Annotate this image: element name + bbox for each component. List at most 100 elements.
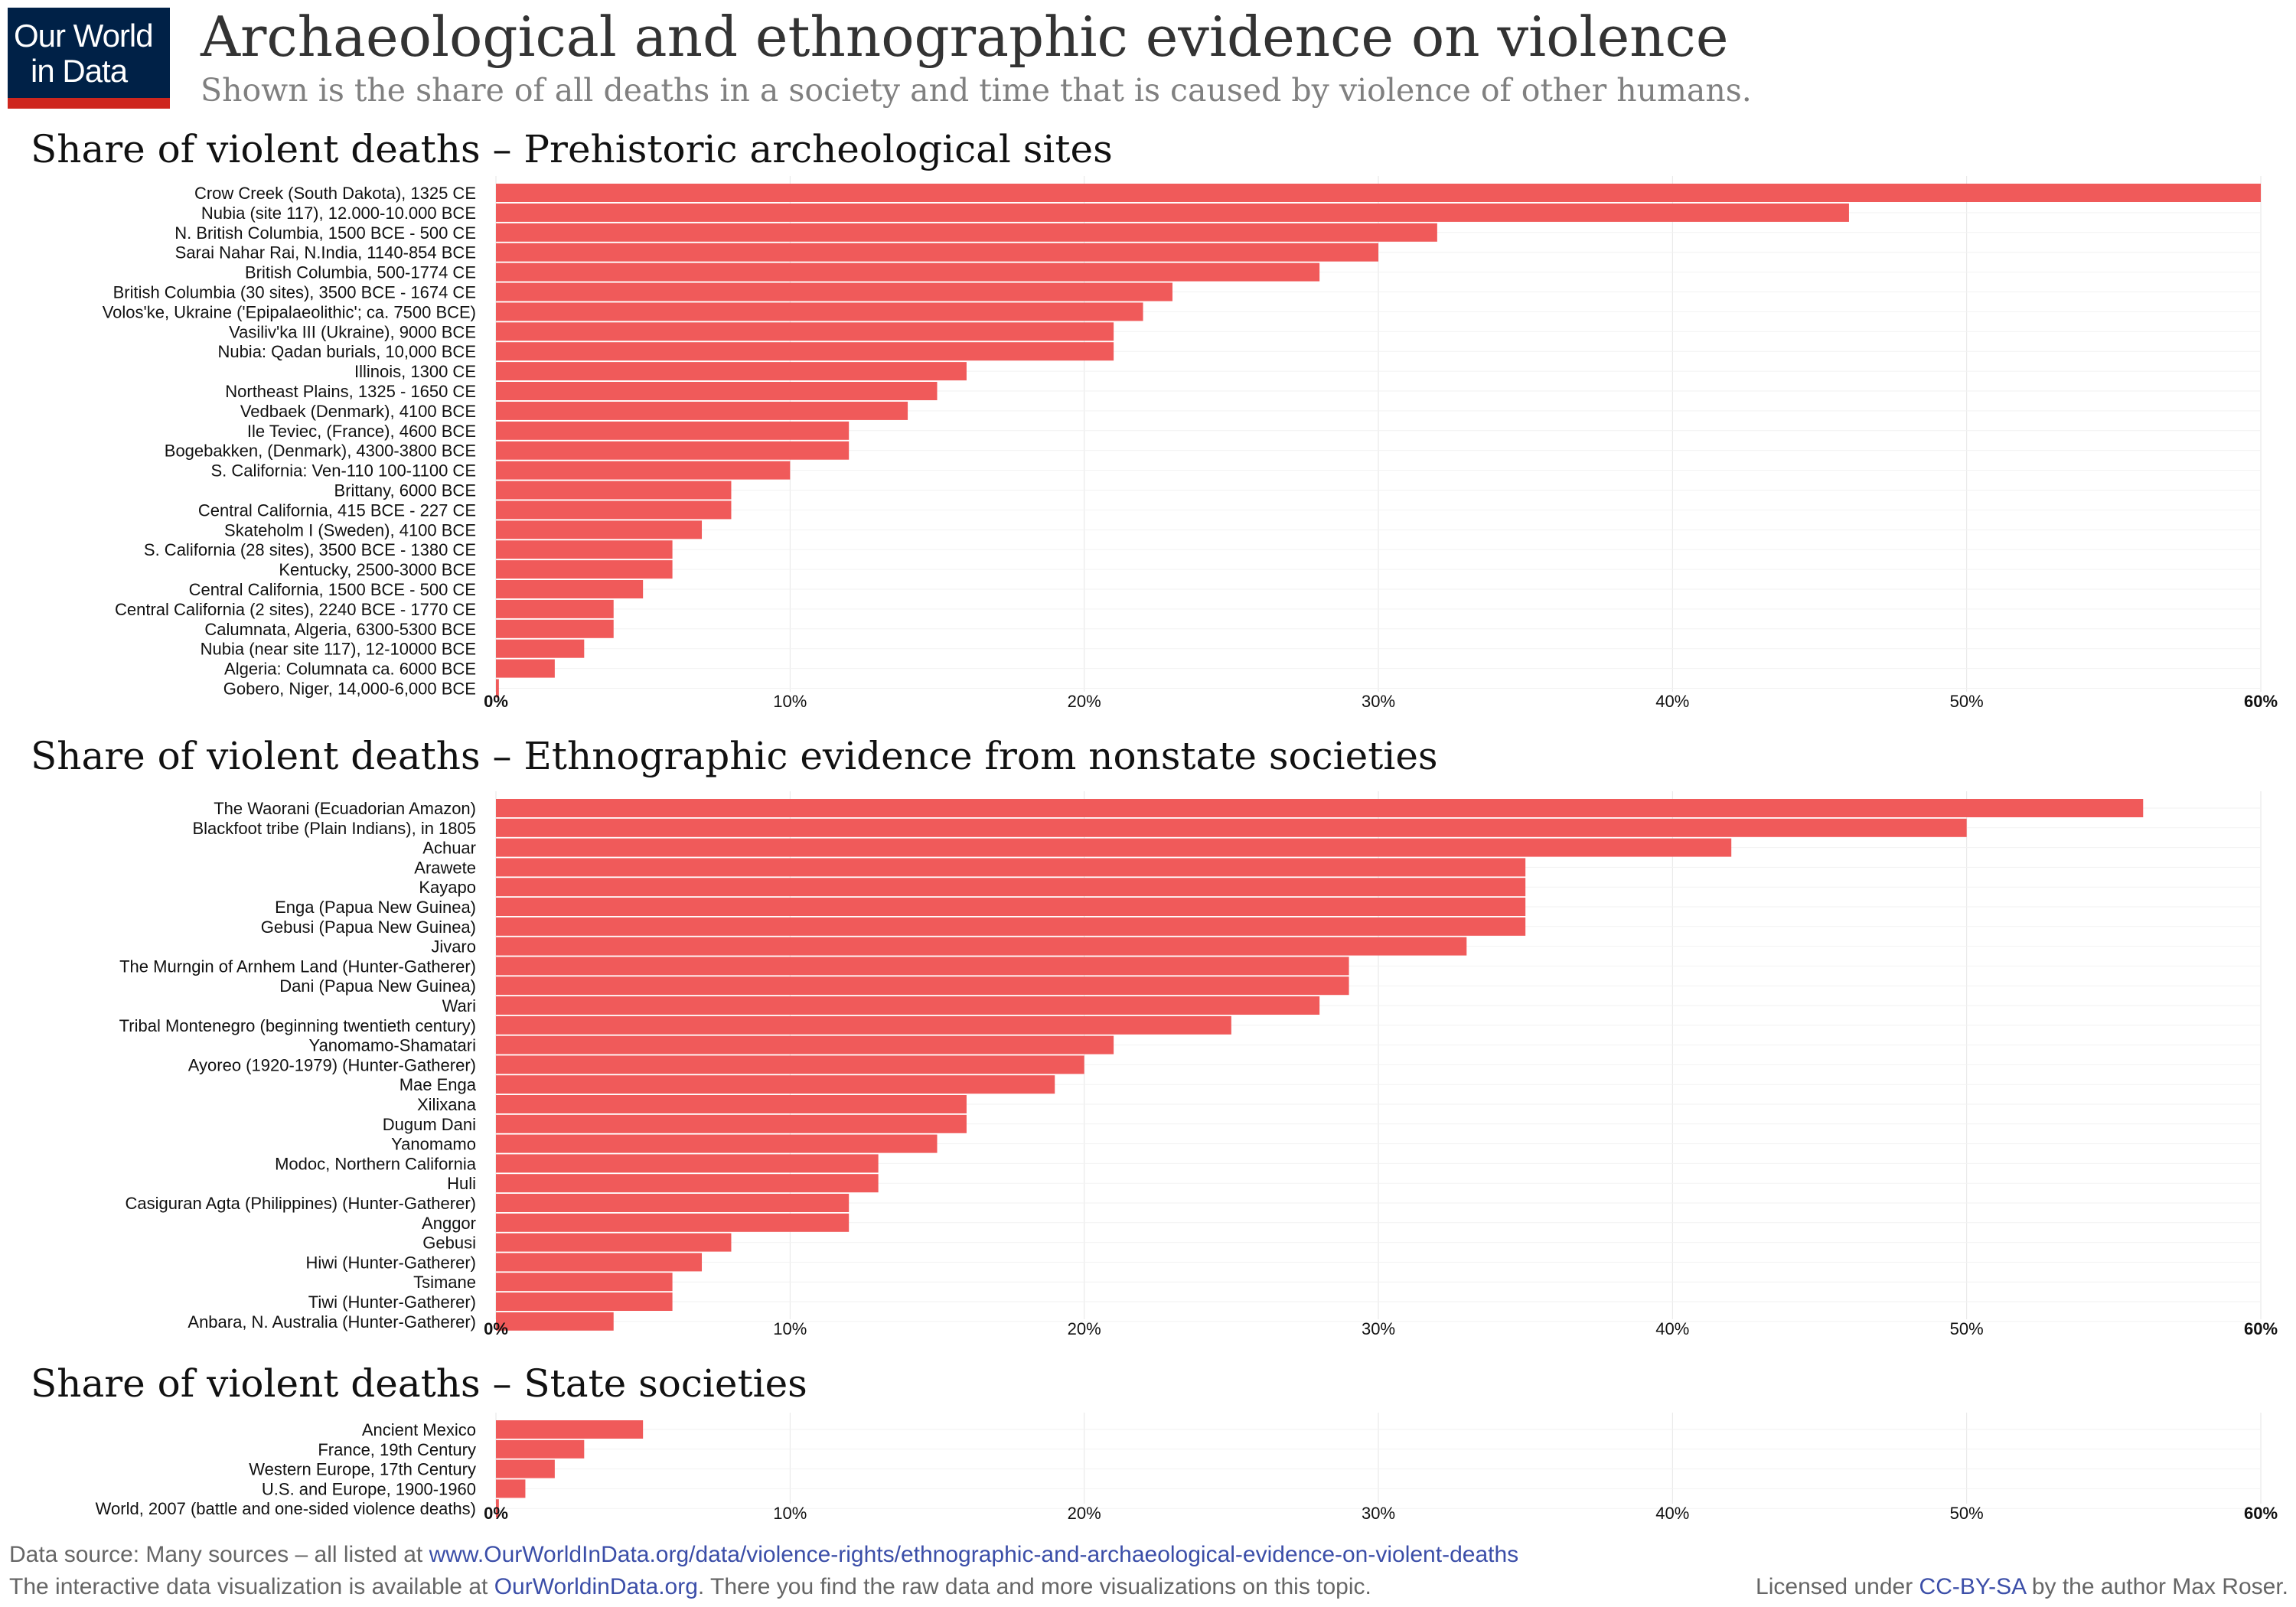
bar-3-4[interactable] <box>496 1479 526 1498</box>
bar-1-11[interactable] <box>496 382 938 400</box>
category-label-2-10: Dani (Papua New Guinea) <box>279 976 476 996</box>
footer-source-link[interactable]: www.OurWorldInData.org/data/violence-rig… <box>429 1542 1519 1567</box>
bar-2-6[interactable] <box>496 898 1526 916</box>
category-label-2-22: Anggor <box>422 1214 476 1233</box>
bar-1-3[interactable] <box>496 223 1437 242</box>
category-label-1-21: Central California, 1500 BCE - 500 CE <box>189 580 476 599</box>
category-label-2-25: Tsimane <box>413 1273 476 1292</box>
bar-1-23[interactable] <box>496 619 614 638</box>
bar-1-22[interactable] <box>496 599 614 618</box>
bar-3-5[interactable] <box>496 1499 499 1518</box>
category-label-2-9: The Murngin of Arnhem Land (Hunter-Gathe… <box>119 957 476 976</box>
bar-2-21[interactable] <box>496 1194 850 1212</box>
bar-1-17[interactable] <box>496 500 732 520</box>
bar-1-16[interactable] <box>496 481 732 500</box>
bar-2-18[interactable] <box>496 1134 938 1153</box>
logo-accent-bar <box>8 98 170 109</box>
bar-1-21[interactable] <box>496 580 644 598</box>
bar-2-9[interactable] <box>496 957 1349 976</box>
category-label-2-19: Modoc, Northern California <box>275 1154 477 1173</box>
bar-2-23[interactable] <box>496 1233 732 1252</box>
bar-1-2[interactable] <box>496 203 1849 222</box>
bar-1-14[interactable] <box>496 441 850 460</box>
category-label-1-26: Gobero, Niger, 14,000-6,000 BCE <box>223 680 476 699</box>
bar-1-20[interactable] <box>496 560 673 579</box>
tick-label-3-1: 10% <box>773 1504 807 1523</box>
category-label-2-8: Jivaro <box>431 937 476 957</box>
category-label-1-6: British Columbia (30 sites), 3500 BCE - … <box>113 283 476 302</box>
bar-3-1[interactable] <box>496 1420 644 1439</box>
bar-1-24[interactable] <box>496 639 585 658</box>
category-label-2-23: Gebusi <box>422 1234 476 1253</box>
bar-2-8[interactable] <box>496 937 1467 956</box>
bar-1-5[interactable] <box>496 262 1320 282</box>
bar-2-13[interactable] <box>496 1035 1114 1054</box>
bar-1-15[interactable] <box>496 461 791 480</box>
logo-line1: Our World <box>14 18 154 54</box>
bar-1-4[interactable] <box>496 243 1378 262</box>
bar-1-7[interactable] <box>496 302 1143 321</box>
bar-3-3[interactable] <box>496 1459 555 1478</box>
category-label-2-24: Hiwi (Hunter-Gatherer) <box>306 1253 477 1272</box>
category-label-2-11: Wari <box>442 996 476 1015</box>
category-label-1-15: S. California: Ven-110 100-1100 CE <box>210 461 476 481</box>
bar-2-2[interactable] <box>496 818 1967 837</box>
bar-2-14[interactable] <box>496 1055 1084 1074</box>
bar-1-13[interactable] <box>496 421 850 440</box>
bar-1-9[interactable] <box>496 342 1114 361</box>
bar-2-17[interactable] <box>496 1114 967 1133</box>
bar-2-10[interactable] <box>496 976 1349 996</box>
bar-1-25[interactable] <box>496 659 555 678</box>
category-label-2-14: Ayoreo (1920-1979) (Hunter-Gatherer) <box>188 1055 476 1074</box>
bar-2-1[interactable] <box>496 799 2144 817</box>
bar-3-2[interactable] <box>496 1439 585 1459</box>
bar-2-4[interactable] <box>496 858 1526 877</box>
category-label-2-12: Tribal Montenegro (beginning twentieth c… <box>119 1016 476 1035</box>
category-label-1-20: Kentucky, 2500-3000 BCE <box>279 560 476 579</box>
tick-label-1-1: 10% <box>773 692 807 711</box>
category-label-1-11: Northeast Plains, 1325 - 1650 CE <box>225 382 476 401</box>
bar-1-18[interactable] <box>496 520 703 539</box>
bar-2-19[interactable] <box>496 1154 879 1173</box>
category-label-2-15: Mae Enga <box>400 1075 477 1094</box>
bar-2-24[interactable] <box>496 1253 703 1272</box>
tick-label-1-2: 20% <box>1068 692 1101 711</box>
bar-2-5[interactable] <box>496 878 1526 897</box>
tick-label-3-5: 50% <box>1950 1504 1984 1523</box>
bar-1-8[interactable] <box>496 322 1114 341</box>
bar-2-7[interactable] <box>496 917 1526 936</box>
category-label-3-4: U.S. and Europe, 1900-1960 <box>262 1479 476 1498</box>
category-label-1-14: Bogebakken, (Denmark), 4300-3800 BCE <box>165 442 476 461</box>
footer-interactive-link[interactable]: OurWorldinData.org <box>494 1574 698 1599</box>
tick-label-2-6: 60% <box>2244 1319 2278 1338</box>
category-label-1-24: Nubia (near site 117), 12-10000 BCE <box>201 640 476 659</box>
footer-license-link[interactable]: CC-BY-SA <box>1919 1574 2026 1599</box>
bar-1-19[interactable] <box>496 540 673 559</box>
bar-1-6[interactable] <box>496 282 1172 302</box>
chart-title-1: Share of violent deaths – Prehistoric ar… <box>31 127 1113 171</box>
bar-2-12[interactable] <box>496 1015 1231 1035</box>
bar-2-25[interactable] <box>496 1273 673 1292</box>
bar-2-11[interactable] <box>496 996 1320 1015</box>
bar-2-27[interactable] <box>496 1312 614 1331</box>
tick-label-3-0: 0% <box>484 1504 508 1523</box>
tick-label-1-6: 60% <box>2244 692 2278 711</box>
bar-2-20[interactable] <box>496 1174 879 1193</box>
category-label-3-3: Western Europe, 17th Century <box>249 1460 476 1479</box>
footer-license: Licensed under CC-BY-SA by the author Ma… <box>1756 1572 2288 1602</box>
bar-1-1[interactable] <box>496 184 2261 202</box>
bar-1-12[interactable] <box>496 401 908 420</box>
category-label-1-4: Sarai Nahar Rai, N.India, 1140-854 BCE <box>175 243 476 262</box>
tick-label-1-5: 50% <box>1950 692 1984 711</box>
bar-2-16[interactable] <box>496 1095 967 1113</box>
owid-logo[interactable]: Our World in Data <box>8 8 170 109</box>
bar-1-10[interactable] <box>496 362 967 381</box>
bar-2-3[interactable] <box>496 838 1732 857</box>
bar-1-26[interactable] <box>496 679 499 698</box>
bar-2-15[interactable] <box>496 1075 1055 1094</box>
bar-2-22[interactable] <box>496 1213 850 1232</box>
footer-license-prefix: Licensed under <box>1756 1574 1919 1599</box>
logo-line2: in Data <box>31 53 128 89</box>
bar-2-26[interactable] <box>496 1292 673 1311</box>
